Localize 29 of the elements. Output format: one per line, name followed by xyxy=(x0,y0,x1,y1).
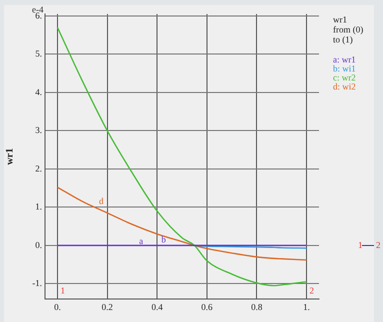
y-tick-label: -1. xyxy=(32,278,42,288)
y-tick-label: 5. xyxy=(35,48,42,59)
y-tick-label: 4. xyxy=(35,86,42,97)
y-axis-title: wr1 xyxy=(4,148,16,165)
text: 1 xyxy=(358,240,362,250)
annotation: 2 xyxy=(310,285,314,296)
y-tick-label: 1. xyxy=(35,202,42,212)
x-tick-label: 0. xyxy=(54,302,61,312)
text: e-4 xyxy=(32,4,44,14)
x-tick-label: 0.4 xyxy=(151,302,164,312)
text: a: wr1 xyxy=(333,54,356,64)
x-tick-label: 0.8 xyxy=(251,302,263,312)
line-series xyxy=(56,186,308,261)
annotation: b xyxy=(161,234,166,244)
x-tick-label: 1. xyxy=(303,302,310,312)
annotation: d xyxy=(99,196,104,206)
text: c: wr2 xyxy=(333,72,356,82)
annotation: 1 xyxy=(60,285,65,296)
text: b: wi1 xyxy=(333,63,356,74)
y-tick-label: 0. xyxy=(35,240,42,250)
text: d: wi2 xyxy=(333,81,356,92)
text: 2 xyxy=(376,240,380,250)
line-series xyxy=(56,26,308,286)
y-tick-label: 2. xyxy=(35,163,42,174)
legend-title: wr1 from (0) to (1) xyxy=(333,14,364,44)
x-tick-label: 0.2 xyxy=(102,302,113,312)
annotation: a xyxy=(139,236,144,246)
x-tick-label: 0.6 xyxy=(201,302,214,312)
y-tick-label: 3. xyxy=(35,125,42,136)
